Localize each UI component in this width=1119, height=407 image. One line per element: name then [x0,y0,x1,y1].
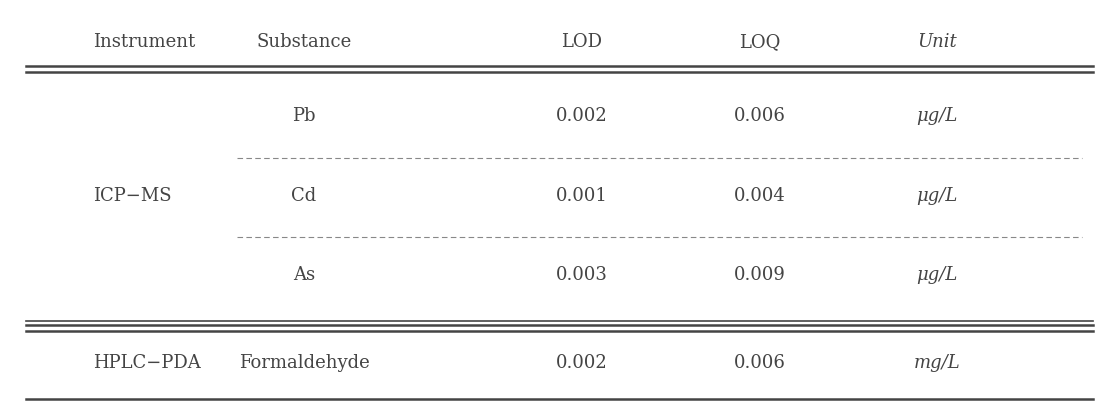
Text: Cd: Cd [291,186,317,205]
Text: 0.002: 0.002 [556,107,608,125]
Text: Formaldehyde: Formaldehyde [238,354,369,372]
Text: LOQ: LOQ [739,33,780,51]
Text: mg/L: mg/L [914,354,960,372]
Text: As: As [293,266,316,284]
Text: Pb: Pb [292,107,316,125]
Text: ICP−MS: ICP−MS [93,186,171,205]
Text: 0.001: 0.001 [556,186,608,205]
Text: μg/L: μg/L [916,266,958,284]
Text: Instrument: Instrument [93,33,196,51]
Text: 0.002: 0.002 [556,354,608,372]
Text: 0.004: 0.004 [734,186,786,205]
Text: μg/L: μg/L [916,186,958,205]
Text: μg/L: μg/L [916,107,958,125]
Text: LOD: LOD [562,33,602,51]
Text: Substance: Substance [256,33,351,51]
Text: 0.009: 0.009 [733,266,786,284]
Text: 0.003: 0.003 [556,266,608,284]
Text: Unit: Unit [918,33,957,51]
Text: 0.006: 0.006 [733,107,786,125]
Text: HPLC−PDA: HPLC−PDA [93,354,200,372]
Text: 0.006: 0.006 [733,354,786,372]
